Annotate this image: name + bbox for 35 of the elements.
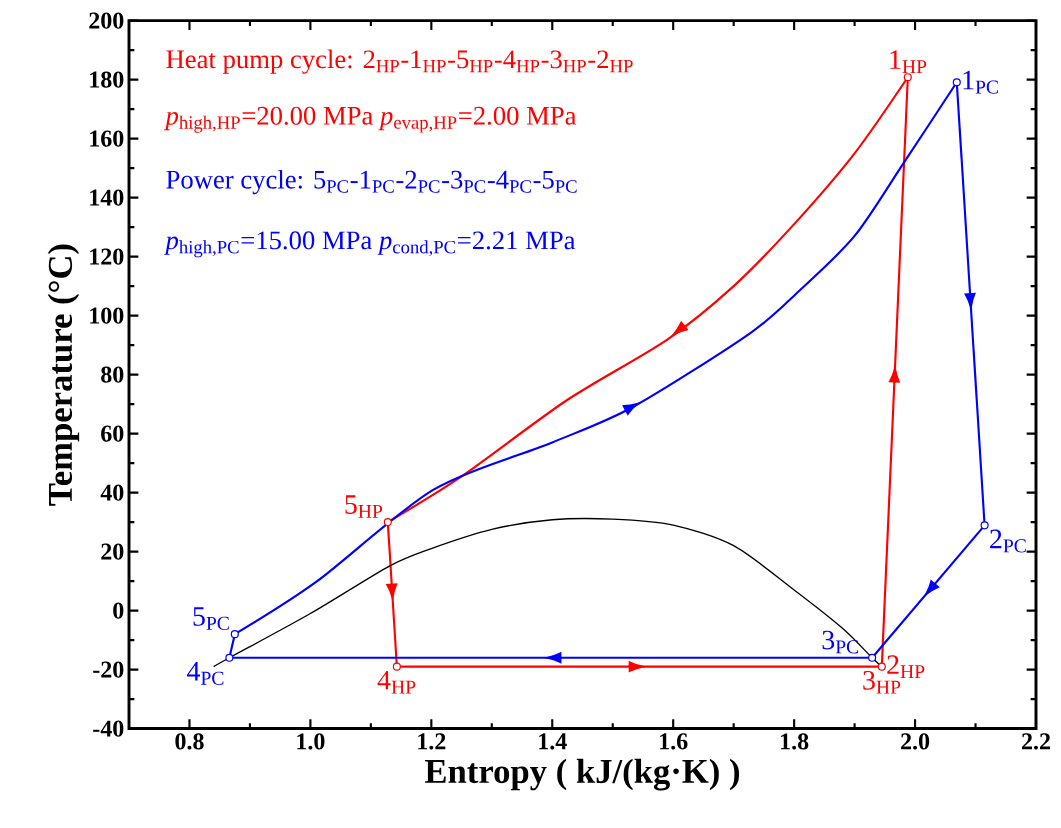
x-tick-label: 1.2 [418, 733, 446, 750]
y-tick-label: 160 [90, 130, 124, 147]
y-tick-label: -40 [93, 720, 124, 737]
annotation: 5$_{PC}$ [193, 607, 229, 630]
x-tick-label: 1.4 [539, 733, 567, 750]
x-tick-label: 1.0 [297, 733, 325, 750]
y-tick-label: 60 [101, 425, 124, 442]
annotation: p$_{high,PC}$=15.00 MPa p$_{cond,PC}$=2.21 MPa [163, 231, 576, 258]
y-tick-label: 0 [113, 602, 124, 619]
annotation: p$_{high,HP}$=20.00 MPa p$_{evap,HP}$=2.00 MPa [163, 106, 577, 133]
annotation: 3$_{PC}$ [822, 630, 859, 654]
annotation: 1$_{HP}$ [890, 50, 927, 73]
y-tick-label: 120 [90, 248, 124, 265]
x-tick-label: 2.0 [901, 733, 930, 750]
text: Power cycle: 5$_{PC}$-1$_{PC}$-2$_{PC}$-3$_{PC}$-4$_{PC}$-5$_{PC}$ [166, 169, 577, 195]
y-axis-title: Temperature (°C) [47, 244, 80, 506]
x-tick-label: 1.8 [781, 733, 809, 750]
annotation: 1$_{PC}$ [963, 70, 998, 94]
x-tick-label: 2.2 [1022, 733, 1050, 750]
y-tick-label: 180 [90, 71, 124, 88]
text: Heat pump cycle: 2$_{HP}$-1$_{HP}$-5$_{HP}$-4$_{HP}$-3$_{HP}$-2$_{HP}$ [166, 49, 633, 74]
x-tick-label: 1.6 [660, 733, 688, 750]
x-tick-label: 0.8 [175, 733, 204, 750]
y-tick-label: 20 [101, 543, 124, 560]
annotation: 4$_{HP}$ [377, 670, 416, 694]
annotation: 2$_{PC}$ [990, 529, 1026, 553]
y-tick-label: 140 [90, 189, 124, 206]
x-axis-title: Entropy ( kJ/(kg·K) ) [424, 758, 740, 791]
annotation: 5$_{HP}$ [345, 495, 383, 518]
y-tick-label: 200 [89, 12, 124, 29]
y-tick-label: 40 [100, 484, 124, 501]
y-tick-label: 100 [90, 307, 124, 324]
y-tick-label: -20 [93, 661, 124, 678]
annotation: 4$_{PC}$ [187, 662, 224, 685]
y-tick-label: 80 [101, 366, 124, 383]
